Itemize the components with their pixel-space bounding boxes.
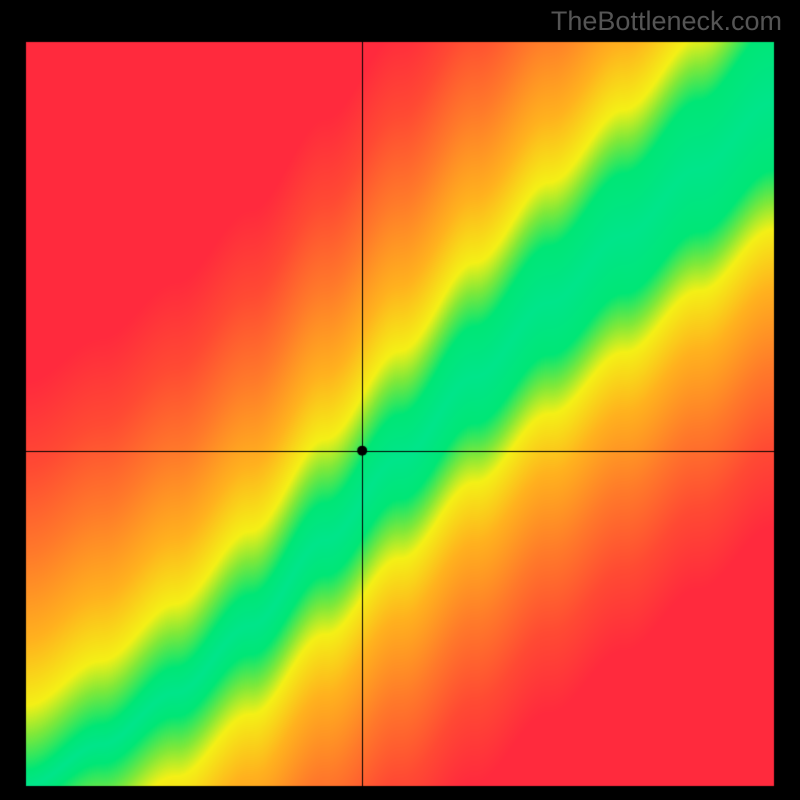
watermark-text: TheBottleneck.com <box>551 6 782 37</box>
bottleneck-heatmap <box>0 0 800 800</box>
chart-container: { "canvas": { "width": 800, "height": 80… <box>0 0 800 800</box>
